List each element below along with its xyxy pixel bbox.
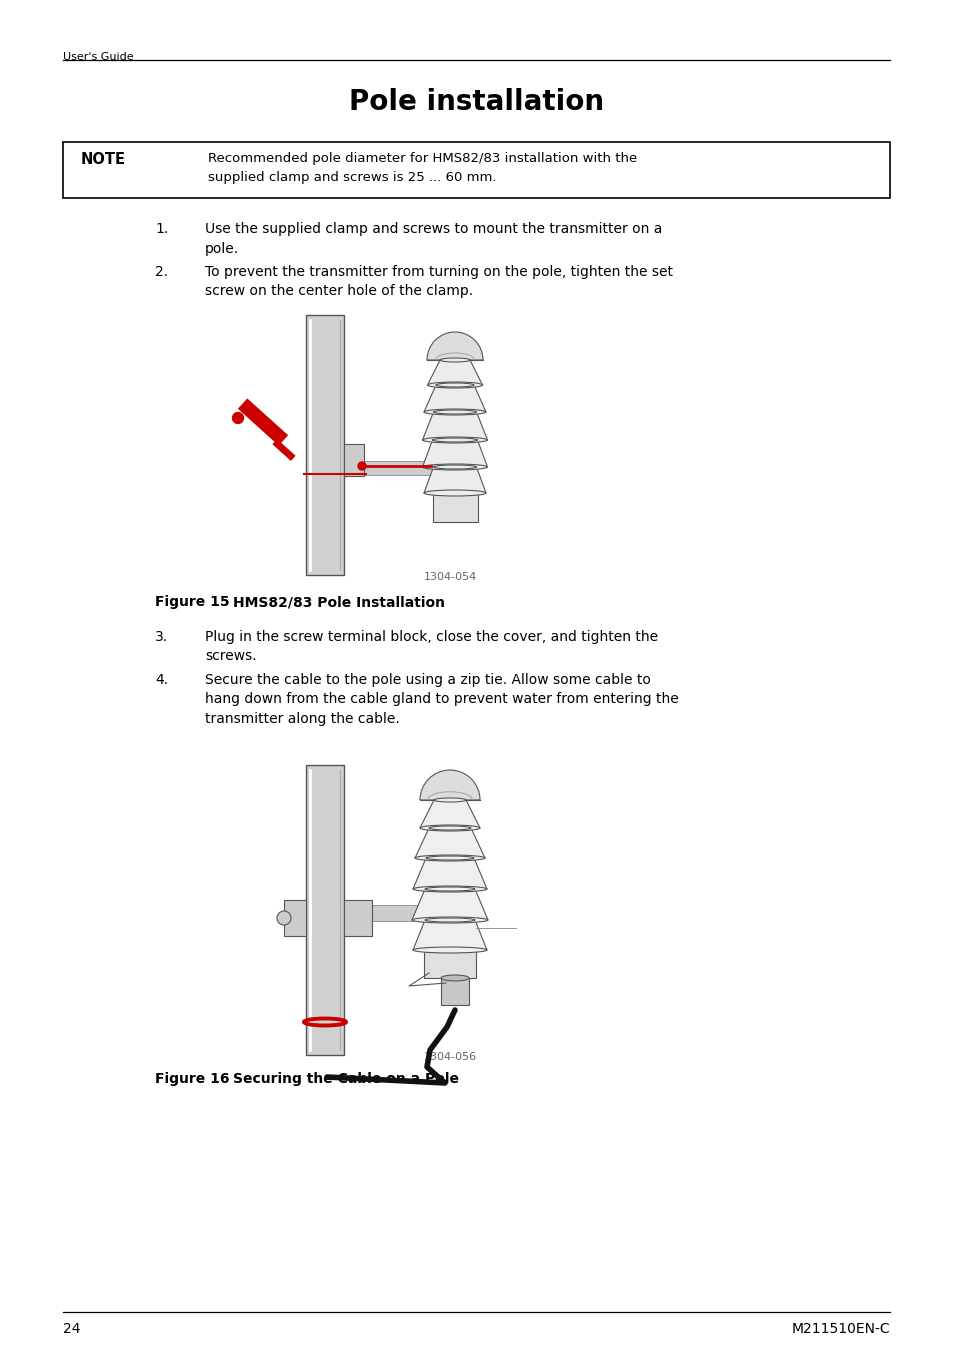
Bar [306,765,344,1054]
Ellipse shape [439,358,470,362]
Ellipse shape [433,410,476,414]
Text: 1.: 1. [154,221,168,236]
Ellipse shape [422,464,487,470]
Text: 1304-054: 1304-054 [423,572,476,582]
Text: Use the supplied clamp and screws to mount the transmitter on a
pole.: Use the supplied clamp and screws to mou… [205,221,661,255]
Polygon shape [423,467,485,493]
Bar [423,950,476,977]
Text: User's Guide: User's Guide [63,53,133,62]
Bar [364,460,432,475]
Ellipse shape [423,490,485,495]
Circle shape [233,413,243,424]
Bar [440,977,469,1004]
Ellipse shape [424,918,475,922]
Ellipse shape [429,826,471,830]
Text: Secure the cable to the pole using a zip tie. Allow some cable to
hang down from: Secure the cable to the pole using a zip… [205,674,678,726]
Text: M211510EN-C: M211510EN-C [791,1322,889,1336]
Polygon shape [427,360,482,385]
Text: Pole installation: Pole installation [349,88,604,116]
Wedge shape [427,332,482,360]
Text: 3.: 3. [154,630,168,644]
Ellipse shape [423,409,485,414]
Ellipse shape [415,855,484,861]
Polygon shape [422,412,487,440]
Text: To prevent the transmitter from turning on the pole, tighten the set
screw on th: To prevent the transmitter from turning … [205,265,672,298]
Polygon shape [415,828,484,859]
Text: Recommended pole diameter for HMS82/83 installation with the
supplied clamp and : Recommended pole diameter for HMS82/83 i… [208,153,637,184]
Text: Figure 16: Figure 16 [154,1072,230,1085]
Circle shape [276,911,291,925]
Bar [344,444,364,477]
Ellipse shape [426,856,474,860]
Text: 2.: 2. [154,265,168,279]
Text: 24: 24 [63,1322,80,1336]
Polygon shape [419,801,479,828]
Text: Plug in the screw terminal block, close the cover, and tighten the
screws.: Plug in the screw terminal block, close … [205,630,658,663]
Wedge shape [419,769,479,801]
Polygon shape [413,919,486,950]
Text: HMS82/83 Pole Installation: HMS82/83 Pole Installation [233,595,444,609]
Text: Securing the Cable on a Pole: Securing the Cable on a Pole [233,1072,458,1085]
Polygon shape [413,859,486,890]
Ellipse shape [422,437,487,443]
Ellipse shape [427,382,482,387]
Text: Figure 15: Figure 15 [154,595,230,609]
Polygon shape [273,439,295,460]
Text: NOTE: NOTE [81,153,126,167]
Ellipse shape [413,946,486,953]
Polygon shape [422,440,487,467]
Polygon shape [237,398,288,446]
Bar [284,900,306,936]
Ellipse shape [432,437,477,441]
Ellipse shape [436,383,474,387]
Bar [432,493,477,522]
Ellipse shape [440,975,469,981]
Ellipse shape [412,917,488,923]
Bar [63,142,889,198]
Circle shape [357,462,366,470]
Ellipse shape [424,887,475,891]
Polygon shape [412,890,488,919]
Ellipse shape [434,798,465,802]
Bar [344,900,372,936]
Bar [306,315,344,575]
Ellipse shape [413,886,486,892]
Text: 4.: 4. [154,674,168,687]
Text: 1304-056: 1304-056 [423,1052,476,1062]
Ellipse shape [419,825,479,832]
Ellipse shape [433,464,476,468]
Polygon shape [423,385,485,412]
Bar [372,904,423,921]
